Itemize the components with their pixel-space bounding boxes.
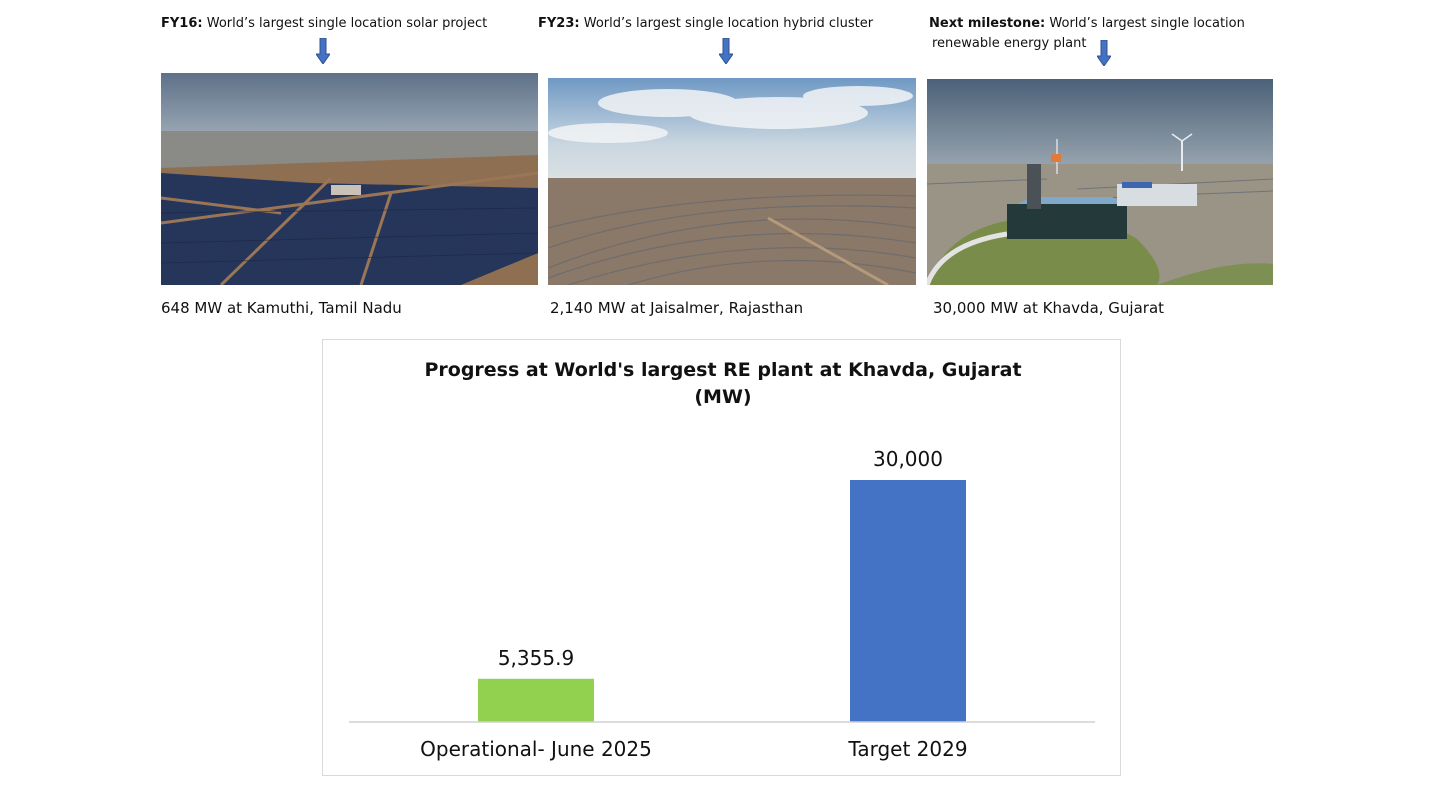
bar-chart: Progress at World's largest RE plant at … bbox=[349, 359, 1095, 761]
milestone-caption-next-line2: renewable energy plant bbox=[932, 34, 1086, 54]
category-label-2: Target 2029 bbox=[847, 737, 967, 761]
chart-title-line2: (MW) bbox=[694, 386, 751, 408]
place-caption-jaisalmer: 2,140 MW at Jaisalmer, Rajasthan bbox=[550, 299, 804, 317]
renewable-plant-photo bbox=[927, 79, 1273, 285]
milestone-label: Next milestone: bbox=[929, 16, 1046, 31]
data-label-1: 5,355.9 bbox=[498, 646, 574, 670]
milestone-label: FY23: bbox=[538, 16, 580, 31]
milestone-caption-fy16: FY16: World’s largest single location so… bbox=[161, 14, 487, 34]
bar-1 bbox=[478, 678, 594, 722]
solar-farm-photo bbox=[161, 73, 538, 285]
milestone-text: World’s largest single location solar pr… bbox=[206, 16, 488, 31]
down-arrow-icon bbox=[316, 38, 330, 64]
category-label-1: Operational- June 2025 bbox=[420, 737, 652, 761]
down-arrow-icon bbox=[719, 38, 733, 64]
milestone-text-line1: World’s largest single location bbox=[1049, 16, 1245, 31]
chart-title-line1: Progress at World's largest RE plant at … bbox=[424, 359, 1021, 381]
data-label-2: 30,000 bbox=[873, 447, 943, 471]
milestone-text-line2: renewable energy plant bbox=[932, 36, 1087, 51]
milestone-caption-next: Next milestone: World’s largest single l… bbox=[929, 14, 1245, 34]
down-arrow-icon bbox=[1097, 40, 1111, 66]
place-caption-kamuthi: 648 MW at Kamuthi, Tamil Nadu bbox=[161, 299, 402, 317]
hybrid-cluster-photo bbox=[548, 78, 916, 285]
bar-2 bbox=[850, 480, 966, 722]
milestone-label: FY16: bbox=[161, 16, 203, 31]
place-caption-khavda: 30,000 MW at Khavda, Gujarat bbox=[933, 299, 1165, 317]
milestone-text: World’s largest single location hybrid c… bbox=[583, 16, 874, 31]
chart-panel: Progress at World's largest RE plant at … bbox=[322, 339, 1121, 776]
milestone-caption-fy23: FY23: World’s largest single location hy… bbox=[538, 14, 873, 34]
